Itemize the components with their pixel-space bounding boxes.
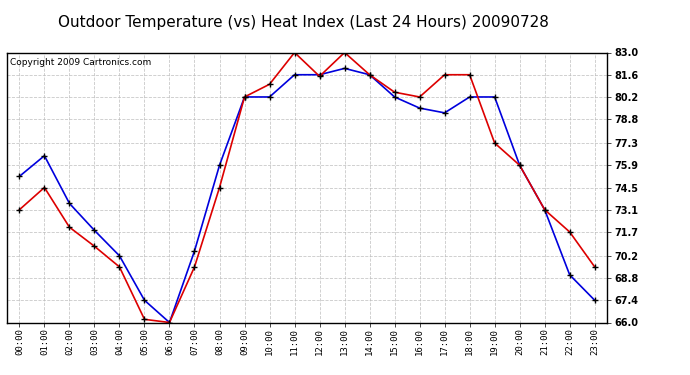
Text: Outdoor Temperature (vs) Heat Index (Last 24 Hours) 20090728: Outdoor Temperature (vs) Heat Index (Las… [58,15,549,30]
Text: Copyright 2009 Cartronics.com: Copyright 2009 Cartronics.com [10,58,151,67]
